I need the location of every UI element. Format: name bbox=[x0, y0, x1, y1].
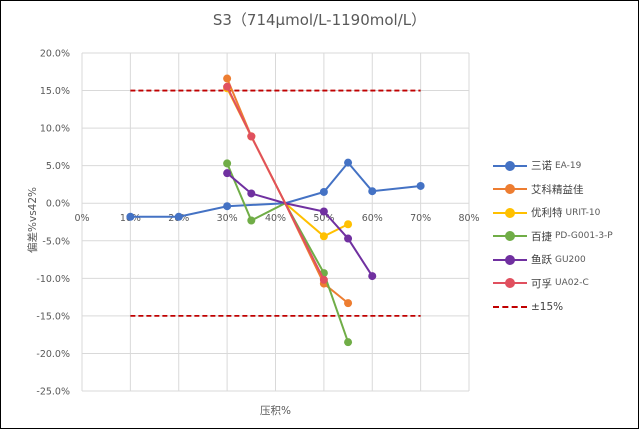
data-point[interactable] bbox=[319, 275, 328, 284]
legend-label: 鱼跃 bbox=[531, 254, 552, 267]
data-point[interactable] bbox=[319, 207, 328, 216]
data-point[interactable] bbox=[223, 159, 232, 168]
y-tick-label: 0.0% bbox=[46, 199, 70, 210]
data-point[interactable] bbox=[247, 132, 256, 141]
y-tick-label: 10.0% bbox=[40, 124, 70, 135]
series-EA-19 bbox=[126, 158, 425, 221]
x-axis-label: 压积% bbox=[260, 405, 291, 417]
legend-label: 艾科精益佳 bbox=[531, 183, 584, 196]
x-tick-label: 80% bbox=[458, 213, 479, 224]
line-marker-icon bbox=[493, 278, 527, 289]
y-axis-ticks: 20.0% 15.0% 10.0% 5.0% 0.0% -5.0% -10.0% -15.0%… bbox=[36, 49, 70, 398]
data-point[interactable] bbox=[368, 272, 377, 281]
data-point[interactable] bbox=[223, 74, 232, 83]
x-tick-label: 70% bbox=[410, 213, 431, 224]
legend-model: EA-19 bbox=[555, 160, 582, 171]
line-marker-icon bbox=[493, 160, 527, 171]
data-point[interactable] bbox=[344, 338, 353, 347]
x-tick-label: 30% bbox=[217, 213, 238, 224]
legend-item[interactable]: 艾科精益佳 bbox=[493, 178, 638, 202]
data-point[interactable] bbox=[223, 202, 232, 211]
y-tick-label: 5.0% bbox=[46, 161, 70, 172]
series-PD-G001-3-P bbox=[223, 159, 353, 347]
data-point[interactable] bbox=[344, 299, 353, 308]
x-tick-label: 40% bbox=[265, 213, 286, 224]
series-GU200 bbox=[223, 169, 377, 281]
chart-title: S3（714μmol/L-1190mol/L） bbox=[212, 11, 427, 29]
data-point[interactable] bbox=[223, 82, 232, 91]
series-艾科精益佳 bbox=[223, 74, 353, 308]
data-point[interactable] bbox=[368, 187, 377, 196]
line-marker-icon bbox=[493, 207, 527, 218]
legend-item[interactable]: 百捷 PD-G001-3-P bbox=[493, 225, 638, 249]
legend-model: GU200 bbox=[555, 254, 586, 265]
legend-model: URIT-10 bbox=[565, 207, 601, 218]
legend-label: 三诺 bbox=[531, 160, 552, 173]
y-axis-label: 偏差%vs42% bbox=[26, 187, 39, 253]
data-point[interactable] bbox=[344, 158, 353, 167]
x-tick-label: 0% bbox=[74, 213, 89, 224]
y-tick-label: -20.0% bbox=[36, 349, 70, 360]
legend-item[interactable]: 三诺 EA-19 bbox=[493, 154, 638, 178]
x-tick-label: 50% bbox=[313, 213, 334, 224]
data-point[interactable] bbox=[344, 234, 353, 243]
data-point[interactable] bbox=[247, 216, 256, 225]
legend-model: UA02-C bbox=[555, 278, 589, 289]
data-point[interactable] bbox=[247, 189, 256, 198]
line-marker-icon bbox=[493, 184, 527, 195]
data-point[interactable] bbox=[319, 187, 328, 196]
legend-model: PD-G001-3-P bbox=[555, 231, 613, 242]
legend-label: ±15% bbox=[531, 300, 564, 313]
legend-item[interactable]: 优利特 URIT-10 bbox=[493, 201, 638, 225]
data-point[interactable] bbox=[344, 220, 353, 229]
y-tick-label: 15.0% bbox=[40, 86, 70, 97]
x-axis-ticks: 0%10%20%30%40%50%60%70%80% bbox=[74, 213, 479, 224]
y-tick-label: -15.0% bbox=[36, 311, 70, 322]
data-point[interactable] bbox=[416, 181, 425, 190]
legend-label: 优利特 bbox=[531, 207, 563, 220]
legend-item[interactable]: ±15% bbox=[493, 295, 638, 319]
data-point[interactable] bbox=[319, 232, 328, 241]
y-tick-label: 20.0% bbox=[40, 49, 70, 60]
line-marker-icon bbox=[493, 254, 527, 265]
x-tick-label: 60% bbox=[362, 213, 383, 224]
legend: 三诺 EA-19 艾科精益佳 优利特 URIT-10 百捷 PD-G001-3-P 鱼跃 GU2… bbox=[493, 154, 638, 319]
data-point[interactable] bbox=[223, 169, 232, 178]
legend-item[interactable]: 鱼跃 GU200 bbox=[493, 248, 638, 272]
legend-label: 百捷 bbox=[531, 230, 552, 243]
data-point[interactable] bbox=[174, 212, 183, 221]
legend-item[interactable]: 可孚 UA02-C bbox=[493, 272, 638, 296]
gridlines bbox=[81, 52, 470, 392]
y-tick-label: -10.0% bbox=[36, 274, 70, 285]
dashed-line-icon bbox=[493, 302, 527, 312]
y-tick-label: -5.0% bbox=[42, 236, 70, 247]
data-point[interactable] bbox=[126, 212, 135, 221]
line-marker-icon bbox=[493, 231, 527, 242]
series-UA02-C bbox=[223, 82, 328, 284]
y-tick-label: -25.0% bbox=[36, 387, 70, 398]
legend-label: 可孚 bbox=[531, 277, 552, 290]
